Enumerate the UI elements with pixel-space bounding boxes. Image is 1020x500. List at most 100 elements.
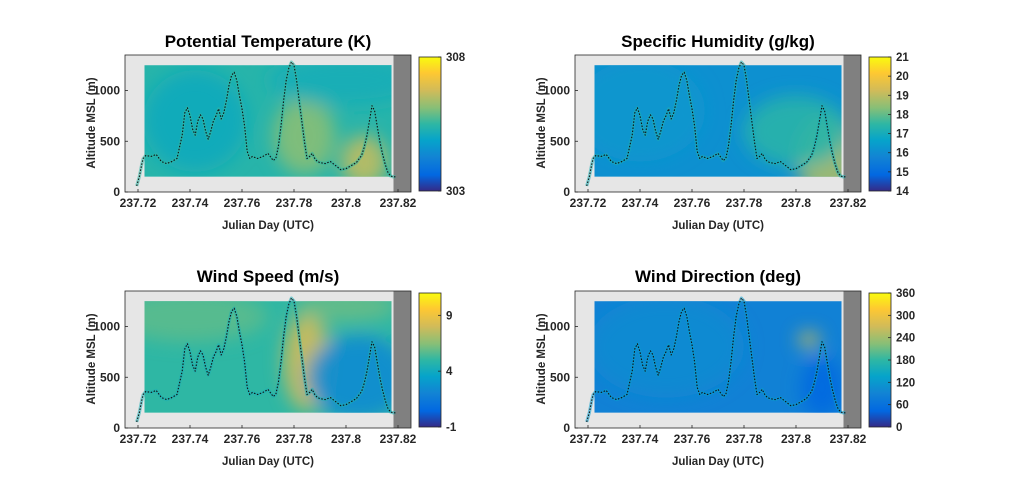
flight-track	[136, 297, 396, 423]
colorbar-tick-label: 15	[896, 167, 909, 179]
x-tick-label: 237.78	[726, 196, 763, 210]
y-tick-label: 0	[113, 185, 120, 199]
interpolated-field	[144, 65, 392, 177]
colorbar-tick-label: 4	[446, 366, 453, 378]
y-axis-label: Altitude MSL (m)	[86, 313, 98, 404]
colorbar-tick-label: 303	[446, 186, 465, 198]
y-axis-label: Altitude MSL (m)	[536, 313, 548, 404]
y-tick-label: 500	[100, 370, 120, 384]
y-axis-label: Altitude MSL (m)	[536, 77, 548, 168]
plot-area: 237.72 237.74 237.76 237.78 237.8 237.82 0 500 1…	[93, 54, 417, 210]
colorbar-tick-label: 19	[896, 90, 909, 102]
colorbar-tick-label: 120	[896, 377, 915, 389]
x-tick-label: 237.8	[331, 196, 361, 210]
x-tick-label: 237.74	[622, 196, 659, 210]
plot-area: 237.72 237.74 237.76 237.78 237.8 237.82 0 500 1…	[543, 54, 867, 210]
x-tick-label: 237.76	[224, 432, 261, 446]
x-axis-label: Julian Day (UTC)	[222, 220, 314, 232]
y-tick-label: 1000	[543, 320, 570, 334]
panel-wind-direction: Wind Direction (deg) 237.72 237.74 237.76 2…	[536, 267, 915, 468]
interpolated-field	[144, 301, 392, 413]
x-tick-label: 237.82	[380, 432, 417, 446]
colorbar-tick-label: 16	[896, 148, 909, 160]
colorbar: -1 4 9	[418, 292, 457, 434]
colorbar-tick-label: 240	[896, 333, 915, 345]
interpolated-field	[594, 301, 842, 413]
y-tick-label: 0	[563, 421, 570, 435]
x-tick-label: 237.72	[570, 432, 607, 446]
plot-area: 237.72 237.74 237.76 237.78 237.8 237.82 0 500 1…	[543, 290, 867, 446]
colorbar-ramp	[868, 292, 892, 428]
axes-frame	[574, 290, 862, 429]
field-anomaly	[801, 356, 842, 413]
colorbar: 14 15 16 17 18 19 20 21	[868, 52, 909, 198]
panel-title: Specific Humidity (g/kg)	[621, 32, 815, 51]
x-tick-label: 237.76	[674, 432, 711, 446]
colorbar-tick-label: 300	[896, 310, 915, 322]
flight-track	[586, 297, 846, 423]
colorbar-tick-label: 21	[896, 52, 909, 64]
x-tick-label: 237.78	[726, 432, 763, 446]
x-axis-label: Julian Day (UTC)	[672, 220, 764, 232]
panel-specific-humidity: Specific Humidity (g/kg) 237.72 237.74 237…	[536, 32, 909, 232]
colorbar-tick-label: 17	[896, 129, 909, 141]
x-tick-label: 237.82	[830, 196, 867, 210]
panel-potential-temperature: Potential Temperature (K) 237.72 237.74 23…	[86, 32, 466, 232]
colorbar-ramp	[418, 292, 442, 428]
colorbar-tick-label: 60	[896, 400, 909, 412]
field-anomaly	[744, 95, 842, 167]
panel-title: Wind Speed (m/s)	[197, 267, 339, 286]
colorbar-ramp	[418, 56, 442, 192]
field-anomaly	[294, 301, 392, 322]
field-anomaly	[144, 70, 248, 172]
x-axis-label: Julian Day (UTC)	[672, 456, 764, 468]
x-tick-label: 237.74	[172, 432, 209, 446]
no-data-band	[843, 55, 861, 192]
x-tick-label: 237.72	[120, 432, 157, 446]
panel-title: Potential Temperature (K)	[165, 32, 372, 51]
colorbar-ramp	[868, 56, 892, 192]
y-tick-label: 0	[563, 185, 570, 199]
flight-track	[586, 61, 846, 187]
field-anomaly	[798, 332, 820, 347]
colorbar: 303 308	[418, 52, 466, 198]
y-tick-label: 500	[550, 370, 570, 384]
panel-wind-speed: Wind Speed (m/s) 237.72 237.74 237.76 237.7…	[86, 267, 457, 468]
x-tick-label: 237.72	[570, 196, 607, 210]
plot-area: 237.72 237.74 237.76 237.78 237.8 237.82 0 500 1…	[93, 290, 417, 446]
colorbar-tick-label: 9	[446, 310, 452, 322]
y-axis-label: Altitude MSL (m)	[86, 77, 98, 168]
x-tick-label: 237.8	[781, 432, 811, 446]
axes-frame	[574, 54, 862, 193]
x-tick-label: 237.72	[120, 196, 157, 210]
axes-frame	[124, 290, 412, 429]
no-data-band	[843, 291, 861, 428]
colorbar-tick-label: -1	[446, 422, 457, 434]
x-tick-label: 237.74	[622, 432, 659, 446]
x-axis-label: Julian Day (UTC)	[222, 456, 314, 468]
panel-title: Wind Direction (deg)	[635, 267, 801, 286]
x-tick-label: 237.78	[276, 196, 313, 210]
colorbar-tick-label: 180	[896, 355, 915, 367]
x-tick-label: 237.8	[781, 196, 811, 210]
axes-frame	[124, 54, 412, 193]
x-tick-label: 237.82	[830, 432, 867, 446]
no-data-band	[393, 291, 411, 428]
flight-track	[136, 61, 396, 187]
y-tick-label: 1000	[543, 84, 570, 98]
y-tick-label: 1000	[93, 320, 120, 334]
field-anomaly	[144, 301, 268, 342]
x-tick-label: 237.78	[276, 432, 313, 446]
y-tick-label: 0	[113, 421, 120, 435]
x-tick-label: 237.74	[172, 196, 209, 210]
colorbar-tick-label: 20	[896, 71, 909, 83]
colorbar-tick-label: 18	[896, 109, 909, 121]
x-tick-label: 237.8	[331, 432, 361, 446]
y-tick-label: 500	[550, 134, 570, 148]
colorbar: 0 60 120 180 240 300 360	[868, 288, 915, 434]
y-tick-label: 1000	[93, 84, 120, 98]
y-tick-label: 500	[100, 134, 120, 148]
colorbar-tick-label: 308	[446, 52, 466, 64]
field-anomaly	[594, 301, 744, 398]
